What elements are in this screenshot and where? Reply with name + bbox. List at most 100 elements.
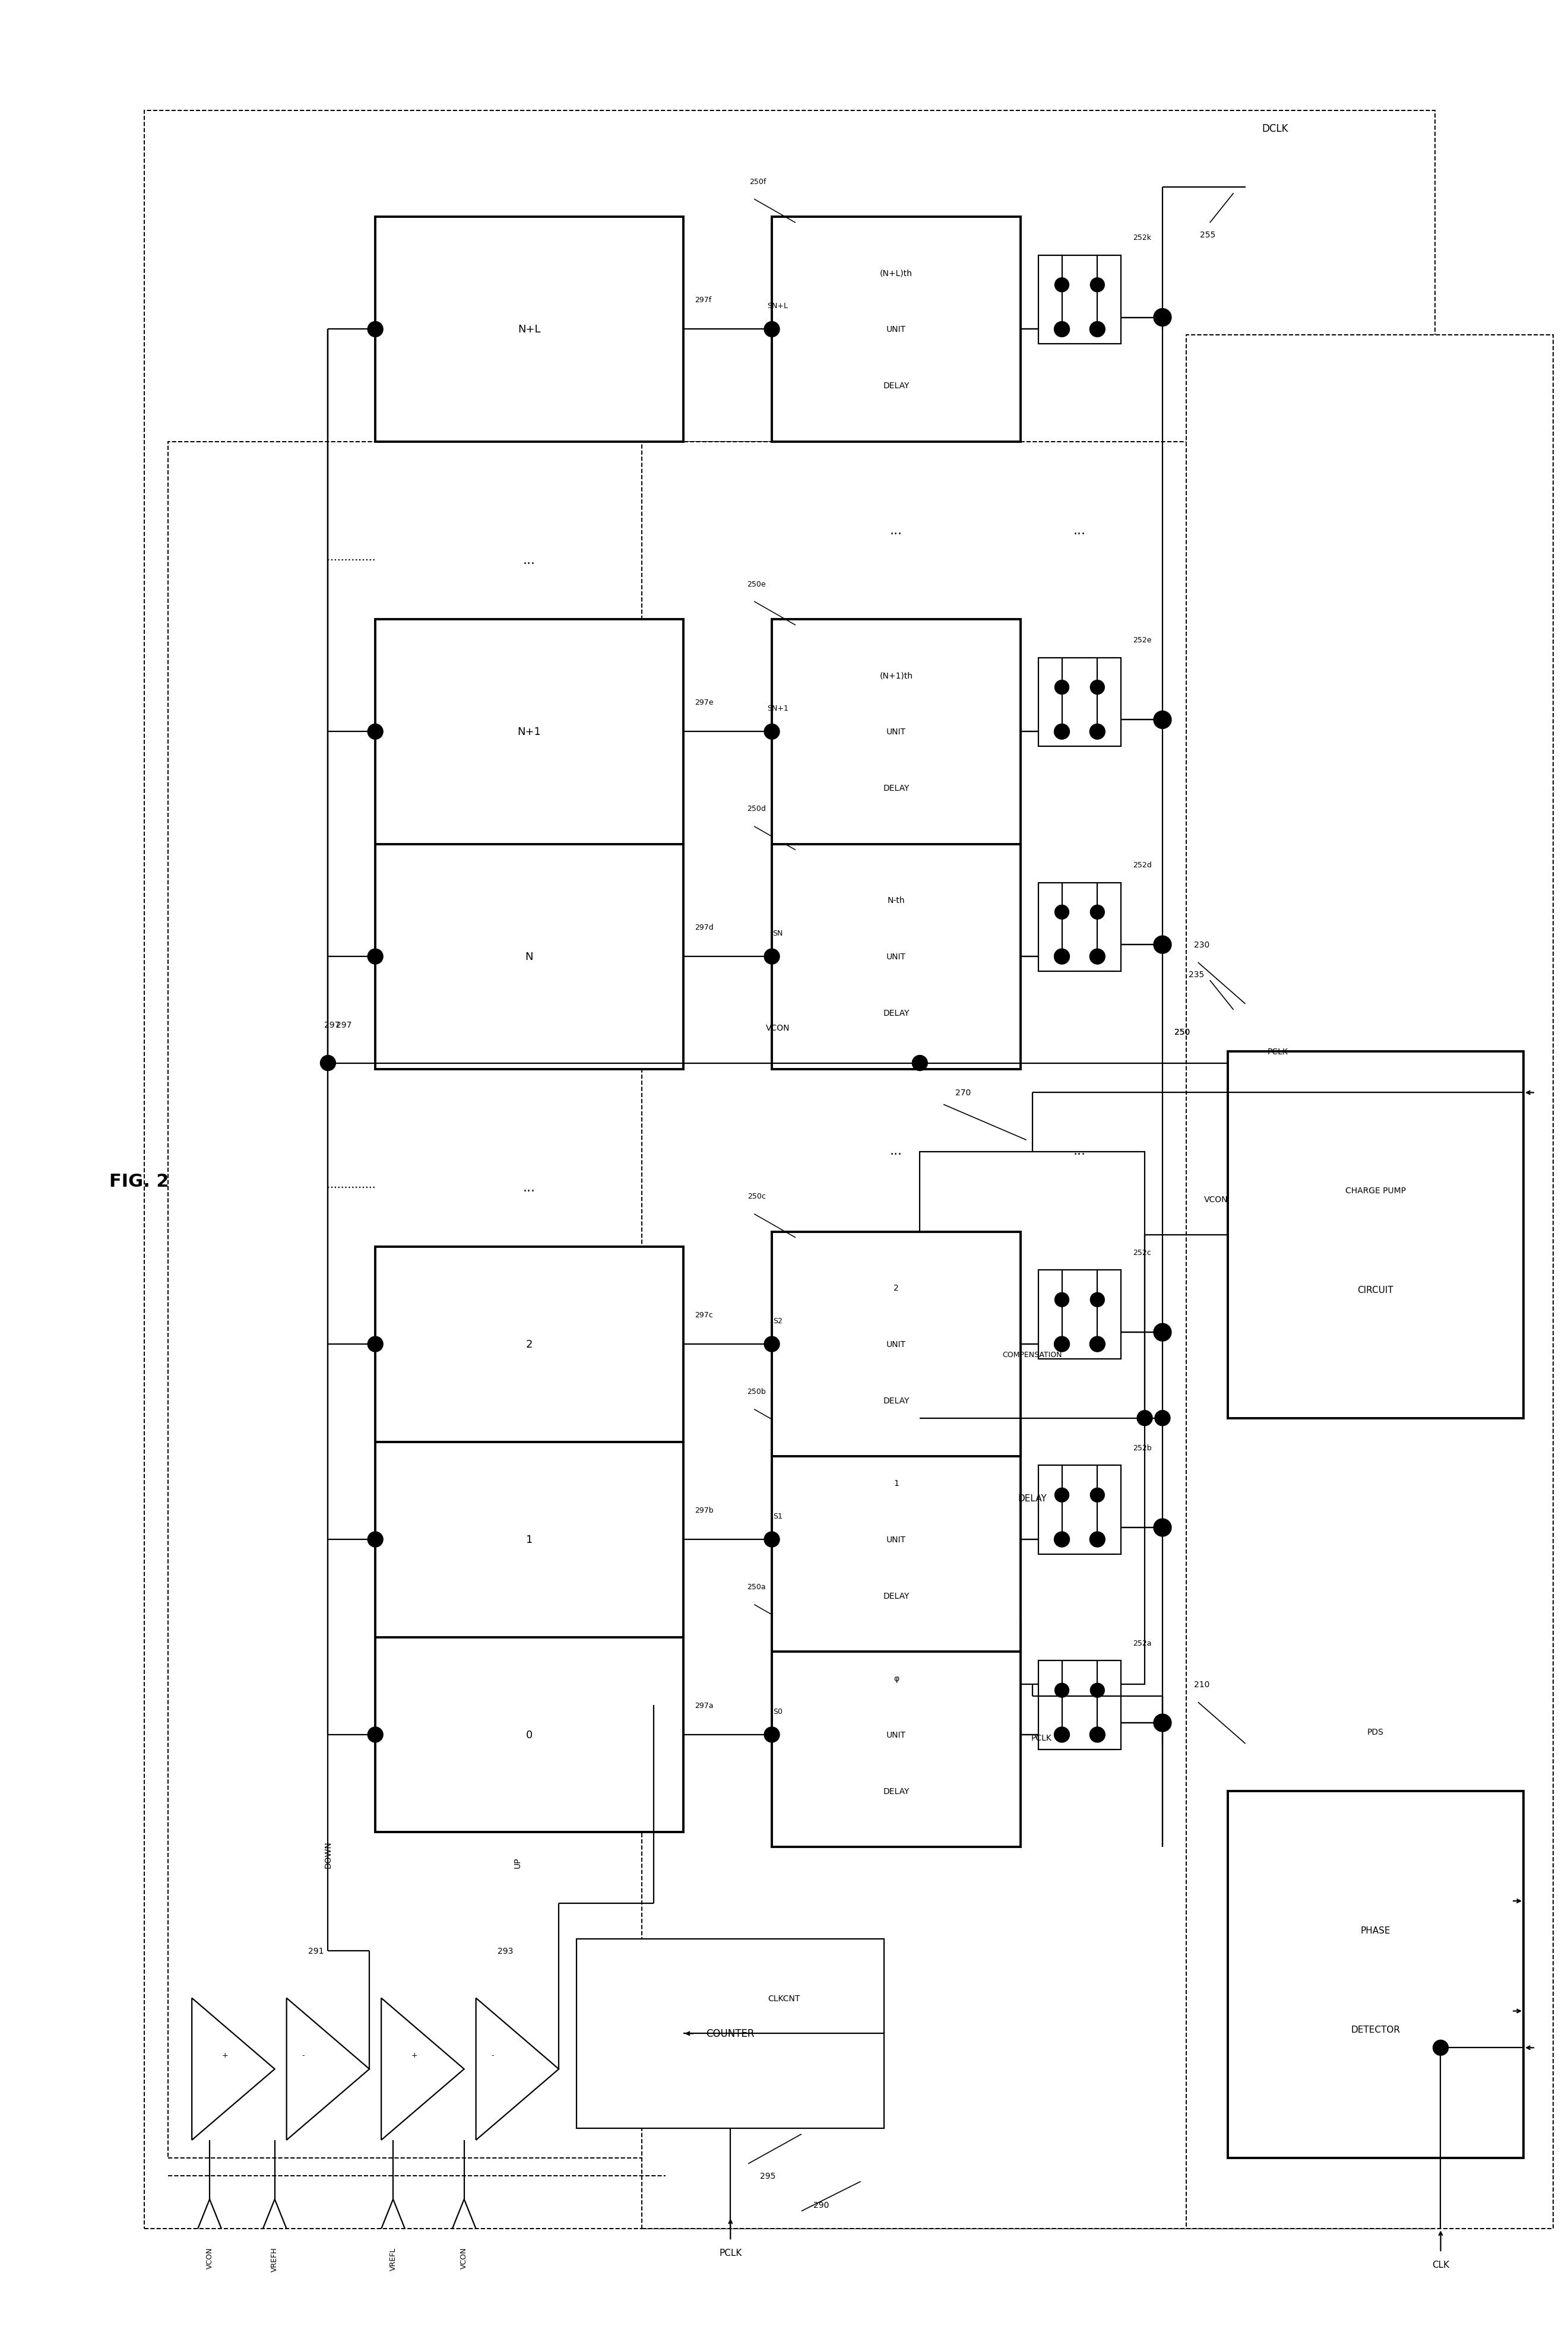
Circle shape [1090,323,1105,337]
Text: N-th: N-th [887,896,905,905]
Text: 252d: 252d [1134,861,1152,870]
Text: 252e: 252e [1134,636,1151,643]
Bar [771,844,1021,1069]
Circle shape [1090,950,1105,964]
Text: DELAY: DELAY [883,381,909,391]
Text: φ: φ [894,1675,898,1682]
Text: 252a: 252a [1134,1640,1151,1647]
Text: N+1: N+1 [517,727,541,737]
Text: CLK: CLK [1432,2259,1449,2269]
Text: UNIT: UNIT [886,1534,906,1544]
Text: (N+1)th: (N+1)th [880,671,913,681]
Circle shape [913,1055,928,1071]
Text: 255: 255 [1200,232,1215,239]
Text: VCON: VCON [461,2245,467,2269]
Circle shape [1090,278,1104,292]
Bar [577,1939,884,2128]
Circle shape [764,725,779,739]
Text: DETECTOR: DETECTOR [1352,2026,1400,2035]
Text: 252b: 252b [1134,1443,1151,1453]
Text: 297e: 297e [695,699,713,706]
Circle shape [764,1532,779,1548]
Text: 1: 1 [525,1534,533,1544]
Circle shape [764,323,779,337]
Text: CIRCUIT: CIRCUIT [1358,1286,1394,1293]
Text: 297c: 297c [695,1310,713,1319]
Text: 250d: 250d [746,805,765,812]
Text: 250e: 250e [748,580,765,587]
Text: N: N [525,952,533,961]
Text: CHARGE PUMP: CHARGE PUMP [1345,1186,1406,1195]
Text: DOWN: DOWN [325,1841,332,1869]
Text: UNIT: UNIT [886,1340,906,1350]
Text: CLKCNT: CLKCNT [768,1993,800,2002]
Text: DELAY: DELAY [883,784,909,793]
Circle shape [1090,1336,1105,1352]
Circle shape [1154,1324,1170,1340]
Circle shape [1154,1410,1170,1427]
Circle shape [1054,1726,1069,1743]
Text: SN: SN [773,929,782,938]
Bar [1038,882,1121,971]
Text: 250: 250 [1174,1029,1190,1036]
Text: ...: ... [891,524,903,536]
Text: 250b: 250b [746,1387,765,1396]
Circle shape [1055,681,1069,695]
Bar [1038,255,1121,344]
Circle shape [320,1055,336,1071]
Text: 252k: 252k [1134,234,1151,241]
Text: COMPENSATION: COMPENSATION [1002,1350,1062,1359]
Circle shape [1055,278,1069,292]
Circle shape [1154,1714,1170,1731]
Text: 297: 297 [336,1020,351,1029]
Text: 291: 291 [309,1946,325,1955]
Text: N+L: N+L [517,325,541,334]
Bar [375,1441,684,1637]
Circle shape [1090,681,1104,695]
Text: 250c: 250c [748,1193,765,1200]
Text: COUNTER: COUNTER [706,2028,754,2040]
Bar [1185,334,1552,2229]
Text: 252c: 252c [1134,1249,1151,1256]
Text: DCLK: DCLK [1262,124,1289,133]
Circle shape [764,1336,779,1352]
Bar [375,620,684,844]
Text: 0: 0 [525,1729,533,1740]
Text: 297a: 297a [695,1700,713,1710]
Bar [1038,1661,1121,1750]
Text: (N+L)th: (N+L)th [880,269,913,278]
Text: DELAY: DELAY [883,1787,909,1794]
Text: 293: 293 [497,1946,513,1955]
Circle shape [1090,1488,1104,1502]
Circle shape [1154,309,1171,327]
Text: PCLK: PCLK [720,2248,742,2257]
Text: 297d: 297d [695,924,713,931]
Bar [1038,657,1121,746]
Text: +: + [411,2051,417,2058]
Circle shape [1090,905,1104,919]
Circle shape [367,1532,383,1548]
Circle shape [1054,950,1069,964]
Text: 2: 2 [525,1338,533,1350]
Text: 297f: 297f [695,297,712,304]
Text: 297: 297 [325,1020,340,1029]
Bar [771,620,1021,844]
Bar [1038,1270,1121,1359]
Circle shape [367,950,383,964]
Bar [375,218,684,442]
Text: FIG. 2: FIG. 2 [110,1174,169,1191]
Text: -: - [301,2051,304,2058]
Circle shape [1054,725,1069,739]
Text: VCON: VCON [205,2245,213,2269]
Text: VCON: VCON [765,1024,790,1031]
Circle shape [1137,1410,1152,1427]
Bar [771,1623,1021,1848]
Circle shape [367,1336,383,1352]
Circle shape [1054,1336,1069,1352]
Text: SN+1: SN+1 [767,704,789,711]
Text: 290: 290 [814,2201,829,2210]
Text: DELAY: DELAY [883,1591,909,1600]
Text: +: + [221,2051,229,2058]
Text: ...: ... [524,1181,535,1193]
Bar [375,1247,684,1441]
